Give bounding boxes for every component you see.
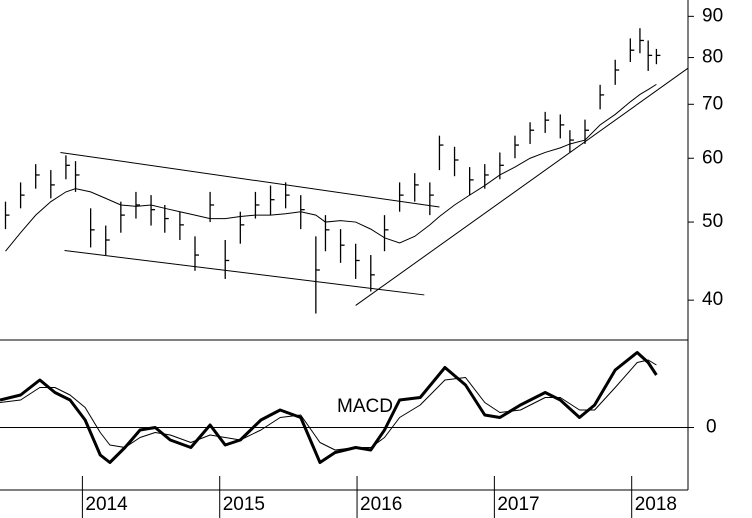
x-tick-label: 2016 <box>360 494 402 515</box>
y-tick-label: 90 <box>702 5 723 26</box>
x-tick-label: 2015 <box>223 494 265 515</box>
x-tick-label: 2018 <box>635 494 677 515</box>
y-tick-label: 70 <box>702 93 723 114</box>
x-tick-label: 2017 <box>497 494 539 515</box>
moving-average <box>5 83 657 252</box>
y-tick-label: 60 <box>702 147 723 168</box>
y-tick-label: 50 <box>702 211 723 232</box>
annotation: MACD <box>337 396 393 417</box>
y-tick-label: 40 <box>702 289 723 310</box>
y-tick-label: 0 <box>706 417 717 438</box>
macd-line <box>0 359 657 451</box>
trendline <box>60 151 440 208</box>
trendline <box>64 249 425 296</box>
trendline <box>355 67 689 306</box>
y-tick-label: 80 <box>702 47 723 68</box>
x-tick-label: 2014 <box>85 494 128 515</box>
